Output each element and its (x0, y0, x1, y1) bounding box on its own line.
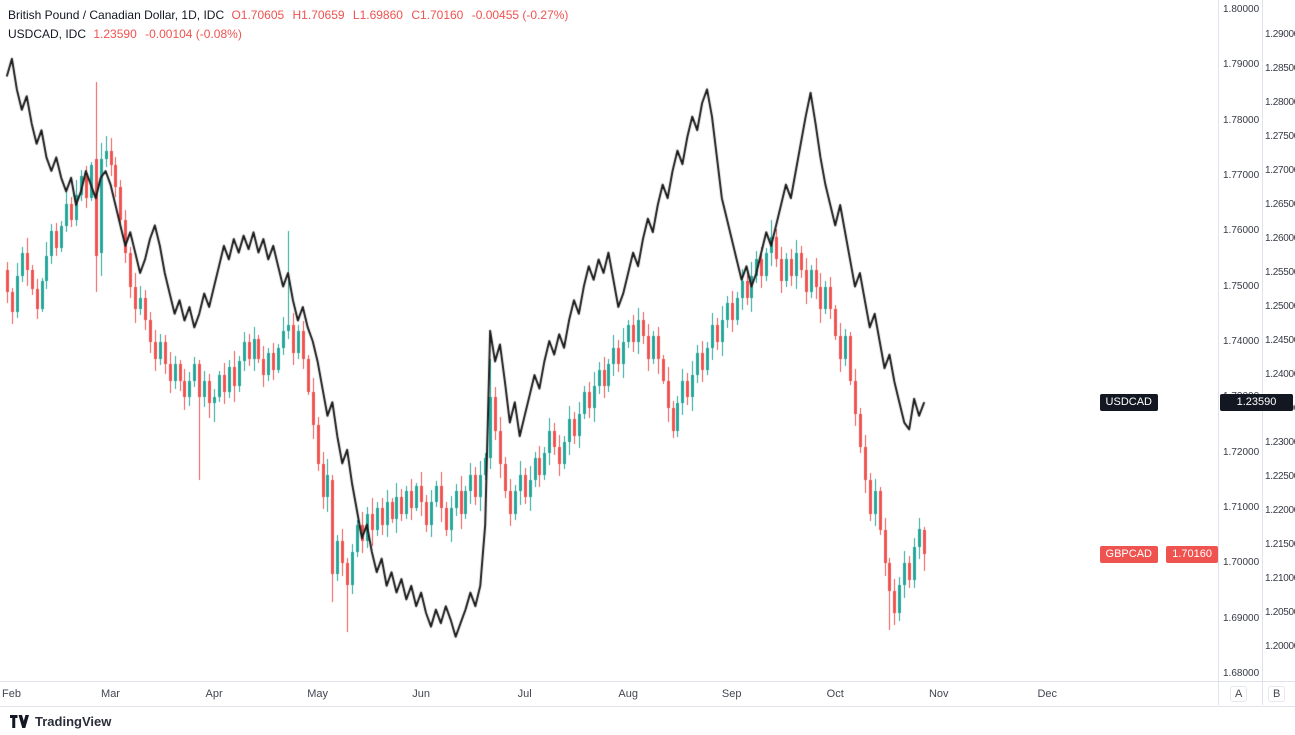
price-tick-label: 1.29000 (1265, 29, 1295, 40)
low-value: L1.69860 (352, 8, 403, 22)
price-tick-label: 1.24000 (1265, 369, 1295, 380)
open-value: O1.70605 (231, 8, 285, 22)
usdcad-price-badge-text: 1.23590 (1236, 396, 1277, 408)
change-value: -0.00455 (-0.27%) (471, 8, 569, 22)
time-tick-dec: Dec (1037, 688, 1057, 700)
usdcad-series-label-text: USDCAD (1105, 396, 1152, 408)
price-tick-label: 1.70000 (1223, 557, 1260, 569)
price-tick-label: 1.23000 (1265, 437, 1295, 448)
price-tick-label: 1.24500 (1265, 335, 1295, 346)
tradingview-logo-text: TradingView (35, 713, 112, 729)
price-tick-label: 1.80000 (1223, 4, 1260, 15)
high-value: H1.70659 (292, 8, 345, 22)
gbpcad-series-label: GBPCAD (1099, 546, 1158, 563)
price-tick-label: 1.75000 (1223, 280, 1260, 292)
price-tick-label: 1.28000 (1265, 97, 1295, 108)
price-scale-a-button[interactable]: A (1230, 686, 1248, 702)
price-tick-label: 1.28500 (1265, 63, 1295, 74)
gbpcad-series-label-text: GBPCAD (1105, 548, 1152, 560)
price-tick-label: 1.27500 (1265, 131, 1295, 142)
time-tick-sep: Sep (721, 688, 742, 700)
time-tick-nov: Nov (928, 688, 949, 700)
price-chart-canvas[interactable] (0, 0, 1218, 681)
tradingview-logo-icon (10, 714, 29, 728)
time-tick-may: May (307, 688, 328, 700)
price-tick-label: 1.26000 (1265, 233, 1295, 244)
price-tick-label: 1.72000 (1223, 446, 1260, 458)
time-tick-mar: Mar (101, 688, 120, 700)
price-tick-label: 1.76000 (1223, 225, 1260, 237)
time-tick-jun: Jun (412, 688, 430, 700)
price-scale-gbpcad[interactable]: 1.80000 1.79000 1.78000 1.77000 1.76000 1.750… (1218, 0, 1262, 705)
price-tick-label: 1.27000 (1265, 165, 1295, 176)
price-tick-label: 1.25500 (1265, 267, 1295, 278)
price-tick-label: 1.20000 (1265, 641, 1295, 652)
time-tick-feb: Feb (2, 688, 21, 700)
price-scale-b-button[interactable]: B (1268, 686, 1286, 702)
legend: British Pound / Canadian Dollar, 1D, IDC… (8, 6, 573, 44)
price-tick-label: 1.21500 (1265, 539, 1295, 550)
time-axis[interactable]: A B Feb Mar Apr May Jun Jul Aug Sep Oct Nov Dec (0, 681, 1295, 706)
price-tick-label: 1.20500 (1265, 607, 1295, 618)
usdcad-series-label: USDCAD (1099, 394, 1158, 411)
price-tick-label: 1.78000 (1223, 114, 1260, 126)
close-value: C1.70160 (411, 8, 464, 22)
price-tick-label: 1.74000 (1223, 336, 1260, 347)
price-tick-label: 1.21000 (1265, 573, 1295, 584)
price-scale-usdcad[interactable]: 1.29000 1.28500 1.28000 1.27500 1.27000 1.265… (1262, 0, 1295, 705)
last-price: 1.23590 (93, 27, 137, 41)
legend-row-gbpcad[interactable]: British Pound / Canadian Dollar, 1D, IDC… (8, 6, 573, 25)
gbpcad-price-badge-text: 1.70160 (1172, 548, 1212, 560)
gbpcad-price-badge: 1.70160 (1166, 546, 1218, 563)
price-tick-label: 1.26500 (1265, 199, 1295, 210)
symbol-title[interactable]: British Pound / Canadian Dollar, 1D, IDC (8, 8, 225, 22)
time-tick-apr: Apr (205, 688, 223, 700)
price-tick-label: 1.71000 (1223, 502, 1260, 513)
time-tick-jul: Jul (517, 688, 532, 700)
legend-row-usdcad[interactable]: USDCAD, IDC 1.23590 -0.00104 (-0.08%) (8, 25, 573, 44)
footer-bar: TradingView (0, 706, 1295, 735)
time-tick-aug: Aug (618, 688, 638, 700)
price-tick-label: 1.69000 (1223, 612, 1260, 624)
price-tick-label: 1.22000 (1265, 505, 1295, 516)
price-tick-label: 1.25000 (1265, 301, 1295, 312)
compare-symbol-title[interactable]: USDCAD, IDC (8, 27, 87, 41)
price-tick-label: 1.22500 (1265, 471, 1295, 482)
price-tick-label: 1.79000 (1223, 59, 1260, 71)
change-value: -0.00104 (-0.08%) (145, 27, 242, 41)
time-tick-oct: Oct (826, 688, 844, 700)
usdcad-price-badge: 1.23590 (1220, 394, 1293, 411)
tradingview-logo[interactable]: TradingView (10, 714, 111, 729)
price-tick-label: 1.68000 (1223, 668, 1260, 679)
price-tick-label: 1.77000 (1223, 170, 1260, 181)
